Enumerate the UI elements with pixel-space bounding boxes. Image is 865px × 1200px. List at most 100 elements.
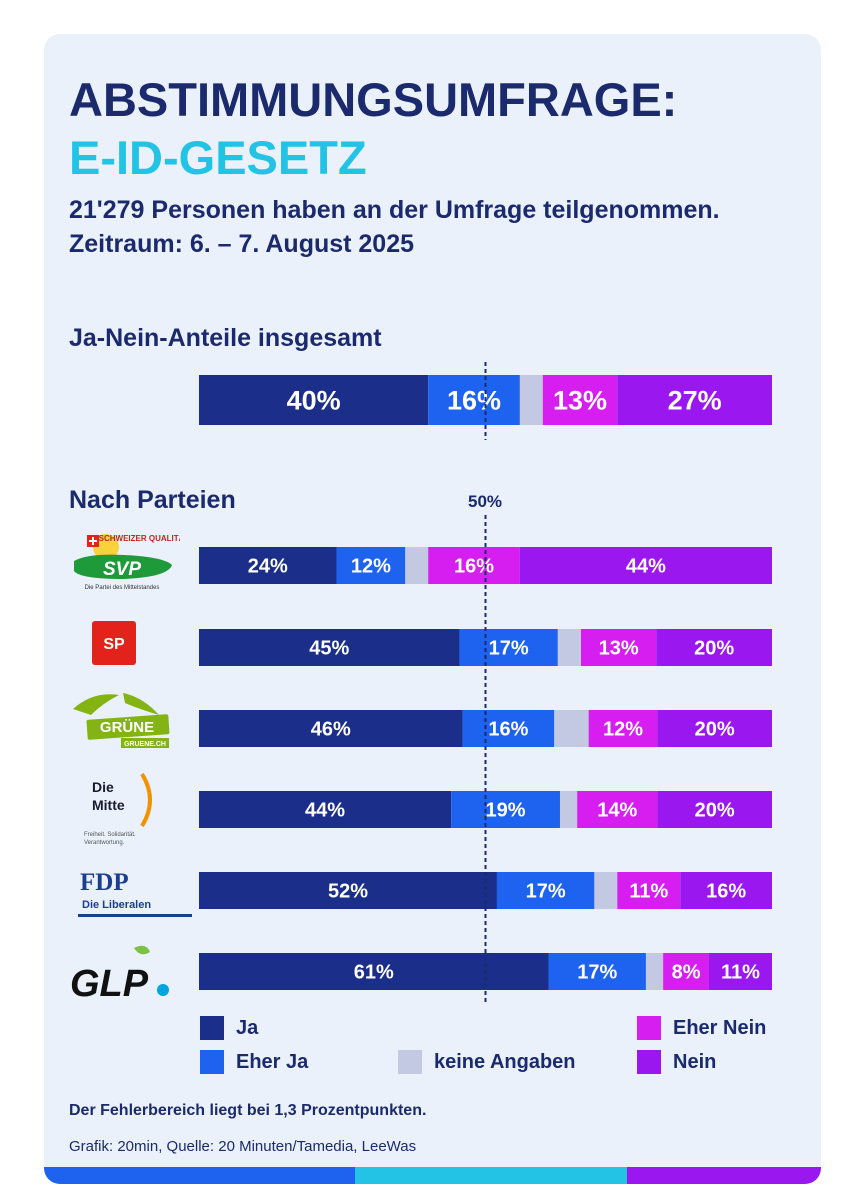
data-label: 27%	[668, 386, 722, 416]
mitte-line2: Mitte	[92, 797, 125, 813]
legend-nein-swatch	[637, 1050, 661, 1074]
legend-eher-ja: Eher Ja	[200, 1050, 308, 1074]
legend-ja: Ja	[200, 1016, 258, 1040]
legend-keine-angaben: keine Angaben	[398, 1050, 576, 1074]
data-label: 16%	[706, 881, 746, 903]
infographic-card	[44, 34, 821, 1184]
fdp-logo: FDP Die Liberalen	[78, 864, 192, 918]
data-label: 19%	[486, 800, 526, 822]
data-label: 13%	[599, 638, 639, 660]
bar-svp-ja	[199, 547, 337, 584]
data-label: 16%	[488, 719, 528, 741]
data-label: 17%	[577, 962, 617, 984]
data-label: 17%	[526, 881, 566, 903]
bar-fdp-ja	[199, 872, 497, 909]
gruene-logo: GRÜNE GRUENE.CH	[63, 689, 175, 751]
data-label: 8%	[672, 962, 701, 984]
gruene-url-text: GRUENE.CH	[124, 741, 166, 748]
bar-die-mitte-eher-ja	[451, 791, 560, 828]
data-label: 44%	[626, 556, 666, 578]
data-label: 16%	[447, 386, 501, 416]
leaf-icon	[134, 945, 150, 955]
data-label: 11%	[721, 962, 760, 984]
legend-nein-label: Nein	[673, 1050, 717, 1073]
data-label: 11%	[629, 881, 668, 903]
bar-sp-eher-ja	[459, 629, 558, 666]
gruene-text: GRÜNE	[100, 719, 154, 736]
bar-insgesamt-eher-ja	[428, 375, 520, 425]
fdp-sub: Die Liberalen	[82, 899, 151, 911]
glp-logo: GLP	[68, 942, 174, 1005]
svp-logo: SCHWEIZER QUALITÄT SVP Die Partei des Mi…	[68, 527, 189, 591]
bar-die-mitte-eher-nein	[577, 791, 658, 828]
bar-insgesamt-eher-nein	[542, 375, 618, 425]
data-label: 20%	[695, 800, 735, 822]
party-section-title: Nach Parteien	[69, 486, 236, 514]
bar-fdp-nein	[680, 872, 772, 909]
svp-sun-icon	[93, 534, 119, 560]
mitte-line1: Die	[92, 779, 114, 795]
data-label: 45%	[309, 638, 349, 660]
error-margin-note: Der Fehlerbereich liegt bei 1,3 Prozentp…	[69, 1102, 427, 1119]
legend-ja-label: Ja	[236, 1016, 259, 1039]
bar-grüne-eher-ja	[462, 710, 555, 747]
bar-fdp-keine-angaben	[594, 872, 618, 909]
svp-tagline: Die Partei des Mittelstandes	[85, 585, 160, 591]
data-label: 44%	[305, 800, 345, 822]
bar-fdp-eher-ja	[496, 872, 595, 909]
bar-grüne-ja	[199, 710, 463, 747]
svp-top-text: SCHWEIZER QUALITÄT	[99, 534, 180, 543]
data-label: 16%	[454, 556, 494, 578]
bar-grüne-eher-nein	[588, 710, 658, 747]
data-label: 46%	[311, 719, 351, 741]
title-line-1: ABSTIMMUNGSUMFRAGE:	[69, 73, 678, 126]
bar-svp-nein	[519, 547, 772, 584]
data-label: 52%	[328, 881, 368, 903]
bar-glp-eher-ja	[548, 953, 646, 990]
bar-glp-keine-angaben	[645, 953, 664, 990]
bar-grüne-nein	[657, 710, 772, 747]
glp-dot-icon	[157, 984, 169, 996]
mitte-arc-icon	[140, 772, 152, 828]
legend-ja-swatch	[200, 1016, 224, 1040]
svp-text: SVP	[103, 559, 141, 580]
bar-insgesamt-nein	[617, 375, 772, 425]
bar-die-mitte-keine-angaben	[559, 791, 578, 828]
legend-keine-angaben-label: keine Angaben	[434, 1050, 576, 1073]
bar-sp-eher-nein	[581, 629, 657, 666]
title-line-2: E-ID-GESETZ	[69, 131, 367, 184]
mitte-tagline2: Verantwortung.	[84, 840, 125, 846]
bar-glp-eher-nein	[663, 953, 709, 990]
participants-text: 21'279 Personen haben an der Umfrage tei…	[69, 196, 720, 224]
bar-fdp-eher-nein	[617, 872, 681, 909]
data-label: 14%	[597, 800, 637, 822]
data-label: 17%	[489, 638, 529, 660]
source-text: Grafik: 20min, Quelle: 20 Minuten/Tamedi…	[69, 1138, 417, 1155]
bar-svp-eher-nein	[428, 547, 520, 584]
mitte-logo: Die Mitte Freiheit. Solidarität. Verantw…	[82, 770, 164, 848]
bar-svp-eher-ja	[336, 547, 406, 584]
period-text: Zeitraum: 6. – 7. August 2025	[69, 230, 415, 258]
data-label: 12%	[351, 556, 391, 578]
bar-sp-keine-angaben	[557, 629, 581, 666]
data-label: 61%	[354, 962, 394, 984]
fdp-text: FDP	[80, 869, 129, 896]
bar-glp-nein	[708, 953, 772, 990]
legend-nein: Nein	[637, 1050, 716, 1074]
legend-eher-nein-label: Eher Nein	[673, 1016, 767, 1039]
sp-logo: SP	[92, 621, 136, 665]
midline-label: 50%	[468, 492, 503, 511]
legend-eher-nein-swatch	[637, 1016, 661, 1040]
data-label: 20%	[695, 719, 735, 741]
data-label: 40%	[287, 386, 341, 416]
bottom-color-bar	[44, 1167, 821, 1184]
legend-eher-nein: Eher Nein	[637, 1016, 766, 1040]
bar-insgesamt-ja	[199, 375, 429, 425]
bar-svp-keine-angaben	[405, 547, 429, 584]
bar-die-mitte-ja	[199, 791, 452, 828]
bottom-bar-purple	[626, 1167, 821, 1184]
bottom-bar-cyan	[354, 1167, 627, 1184]
bar-grüne-keine-angaben	[554, 710, 589, 747]
legend-keine-angaben-swatch	[398, 1050, 422, 1074]
